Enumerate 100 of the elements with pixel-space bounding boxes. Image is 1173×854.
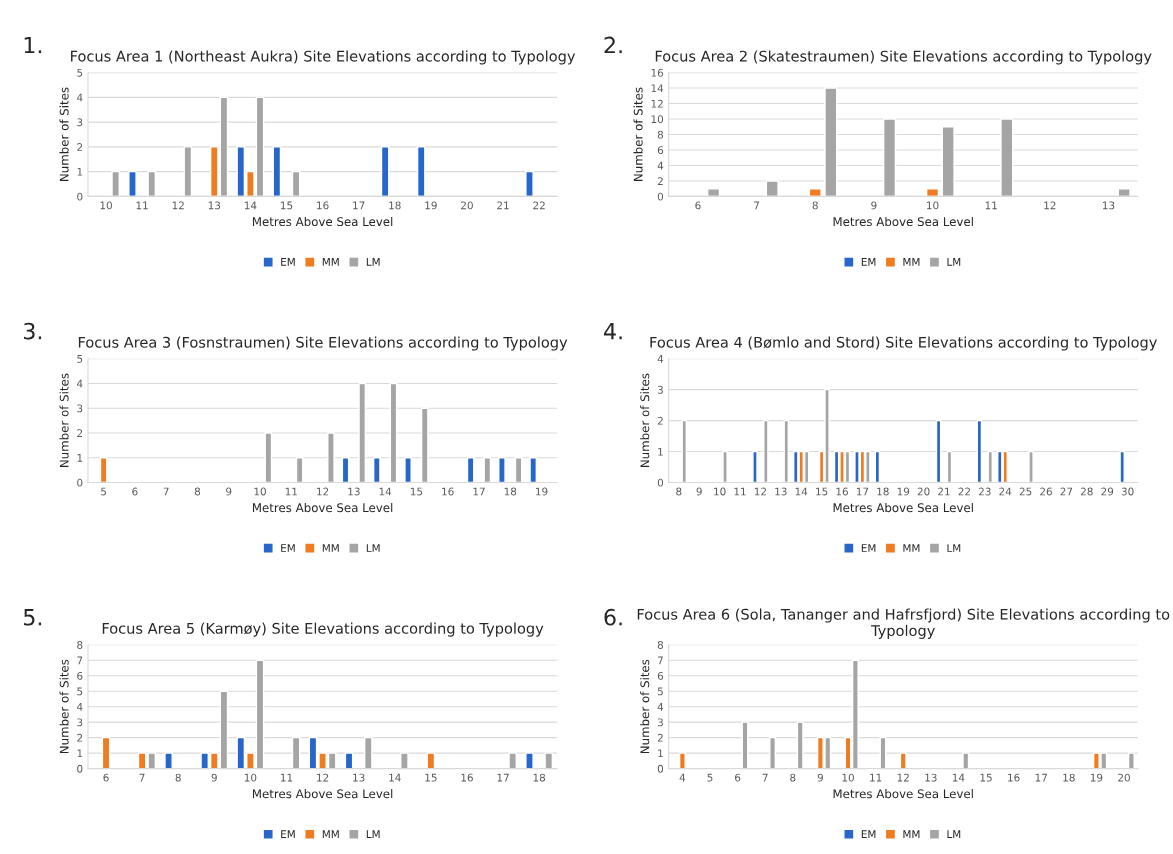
x-tick-label: 10: [714, 487, 726, 496]
bar: [796, 721, 804, 769]
y-tick-label: 7: [657, 656, 663, 665]
x-tick-label: 16: [442, 487, 454, 496]
x-tick-label: 20: [1118, 773, 1130, 782]
bar: [678, 752, 686, 769]
y-tick-label: 3: [77, 404, 83, 413]
bar: [389, 382, 398, 483]
y-tick-label: 4: [77, 703, 83, 711]
x-tick-label: 13: [348, 487, 360, 496]
bar: [358, 382, 367, 483]
x-tick-label: 22: [958, 487, 970, 496]
y-tick-label: 2: [77, 143, 83, 151]
bar: [752, 450, 758, 483]
x-tick-label: 15: [281, 201, 293, 210]
x-tick-label: 11: [870, 773, 882, 782]
y-tick-label: 0: [77, 764, 83, 773]
legend-label: MM: [903, 544, 920, 552]
y-tick-label: 6: [657, 146, 664, 155]
x-tick-label: 10: [254, 487, 266, 496]
x-tick-label: 8: [790, 773, 796, 782]
x-tick-label: 9: [226, 487, 232, 496]
y-tick-label: 3: [657, 385, 663, 394]
x-tick-label: 7: [762, 773, 768, 782]
x-tick-label: 10: [244, 773, 257, 782]
bar: [420, 407, 429, 483]
x-tick-label: 28: [1080, 487, 1093, 496]
x-tick-label: 13: [775, 487, 787, 496]
x-tick-label: 13: [353, 773, 365, 782]
y-tick-label: 6: [77, 671, 83, 680]
bar: [935, 419, 942, 483]
chart-title: Focus Area 4 (Bømlo and Stord) Site Elevations according to Typology: [650, 336, 1157, 351]
x-tick-label: 8: [676, 487, 682, 496]
y-tick-label: 2: [77, 733, 83, 742]
y-tick-label: 0: [657, 192, 664, 201]
x-tick-label: 15: [816, 487, 828, 496]
y-tick-label: 5: [657, 687, 663, 696]
x-tick-label: 27: [1060, 487, 1073, 496]
legend-label: LM: [947, 258, 961, 266]
y-tick-label: 3: [77, 718, 83, 727]
y-tick-label: 1: [77, 749, 83, 758]
y-axis-title: Number of Sites: [640, 659, 650, 754]
x-tick-label: 16: [317, 201, 329, 210]
bar: [327, 432, 335, 483]
x-tick-label: 10: [842, 773, 854, 782]
bar: [344, 752, 354, 769]
x-tick-label: 9: [211, 773, 217, 782]
x-tick-label: 17: [473, 487, 485, 496]
x-axis-title: Metres Above Sea Level: [833, 503, 973, 513]
bar: [483, 457, 492, 483]
y-tick-label: 2: [77, 429, 83, 437]
x-tick-label: 26: [1040, 487, 1052, 496]
bar: [101, 736, 111, 769]
y-tick-label: 4: [657, 355, 664, 363]
bar: [1028, 450, 1034, 483]
x-tick-label: 13: [925, 773, 937, 782]
legend-label: LM: [366, 258, 380, 266]
y-tick-label: 4: [657, 161, 664, 170]
x-tick-label: 6: [132, 487, 138, 496]
chart-title: Focus Area 2 (Skatestraumen) Site Elevations according to Typology: [655, 50, 1152, 65]
x-tick-label: 17: [856, 487, 869, 496]
bar: [128, 170, 137, 197]
x-tick-label: 11: [985, 201, 997, 210]
x-tick-label: 15: [425, 773, 437, 782]
x-tick-label: 12: [317, 487, 329, 496]
text: 4.: [604, 323, 622, 340]
x-tick-label: 12: [317, 773, 329, 782]
legend-label: MM: [903, 830, 920, 838]
bar: [925, 187, 940, 197]
bar: [291, 736, 301, 769]
x-tick-label: 11: [285, 487, 297, 496]
x-tick-label: 12: [897, 773, 909, 782]
bar: [707, 187, 721, 197]
y-tick-label: 5: [77, 355, 83, 363]
legend-label: MM: [322, 258, 339, 266]
bar: [962, 752, 970, 769]
legend-label: EM: [861, 830, 876, 838]
legend-label: MM: [322, 544, 339, 552]
y-tick-label: 5: [77, 687, 83, 696]
x-tick-label: 10: [100, 201, 112, 210]
x-tick-label: 10: [927, 201, 939, 210]
bar: [164, 752, 173, 769]
bar: [525, 752, 534, 769]
bar: [99, 457, 108, 483]
y-tick-label: 1: [658, 749, 663, 758]
x-tick-label: 19: [536, 487, 548, 496]
x-tick-label: 30: [1121, 487, 1134, 496]
x-tick-label: 20: [461, 201, 473, 210]
x-axis-title: Metres Above Sea Level: [833, 216, 973, 227]
x-tick-label: 19: [425, 201, 437, 210]
x-tick-label: 14: [379, 487, 392, 496]
legend-label: EM: [281, 544, 295, 552]
x-tick-label: 23: [978, 487, 991, 496]
x-tick-label: 14: [389, 773, 401, 782]
bar: [372, 457, 381, 483]
x-tick-label: 14: [795, 487, 808, 496]
y-axis-title: Number of Sites: [640, 373, 650, 467]
y-tick-label: 1: [77, 168, 83, 176]
text: 1.: [24, 36, 42, 54]
bar: [341, 457, 350, 483]
